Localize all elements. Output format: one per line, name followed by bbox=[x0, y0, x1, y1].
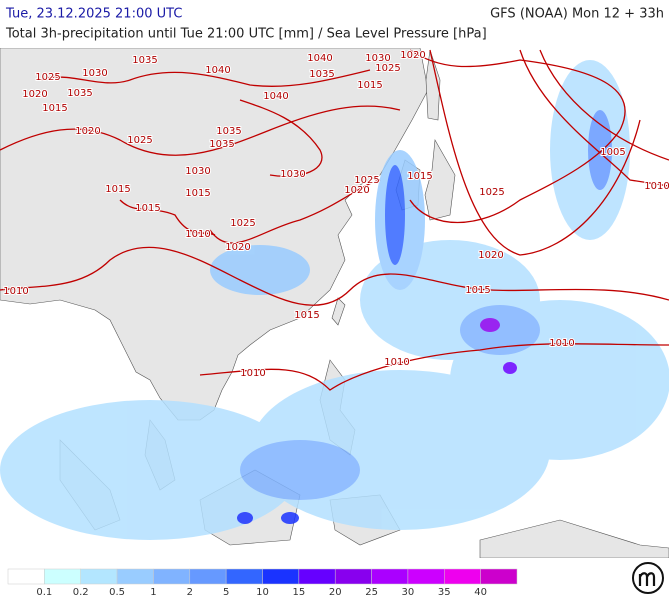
legend: 0.1 0.2 0.5 1 2 5 10 15 20 25 30 35 40 bbox=[7, 568, 518, 598]
legend-swatch bbox=[298, 568, 336, 585]
isobar-label: 1020 bbox=[22, 89, 47, 100]
isobar-label: 1015 bbox=[407, 171, 432, 182]
map-title: Total 3h-precipitation until Tue 21:00 U… bbox=[5, 27, 487, 42]
isobar-label: 1010 bbox=[185, 229, 210, 240]
legend-swatch bbox=[480, 568, 518, 585]
isobar-label: 1025 bbox=[230, 218, 255, 229]
isobar-label: 1015 bbox=[465, 285, 490, 296]
legend-swatch bbox=[262, 568, 300, 585]
isobar-label: 1025 bbox=[354, 175, 379, 186]
legend-swatch bbox=[444, 568, 481, 585]
isobar-label: 1035 bbox=[132, 55, 157, 66]
isobar-label: 1010 bbox=[644, 181, 669, 192]
legend-swatch bbox=[7, 568, 45, 585]
isobar-label: 1040 bbox=[263, 91, 288, 102]
isobar-label: 1015 bbox=[135, 203, 160, 214]
isobar-label: 1010 bbox=[3, 286, 28, 297]
legend-label: 40 bbox=[474, 587, 487, 598]
precipitation bbox=[0, 60, 669, 540]
isobar-label: 1015 bbox=[42, 103, 67, 114]
land-sakhalin bbox=[425, 49, 441, 121]
legend-label: 1 bbox=[150, 587, 156, 598]
legend-label: 0.1 bbox=[36, 587, 52, 598]
logo[interactable] bbox=[632, 562, 664, 594]
land-newguinea bbox=[479, 519, 669, 558]
valid-time: Tue, 23.12.2025 21:00 UTC bbox=[5, 7, 182, 22]
legend-swatch bbox=[225, 568, 263, 585]
legend-swatch bbox=[153, 568, 191, 585]
legend-label: 0.2 bbox=[73, 587, 89, 598]
isobar-label: 1020 bbox=[75, 126, 100, 137]
isobar-label: 1025 bbox=[375, 63, 400, 74]
isobar-label: 1025 bbox=[35, 72, 60, 83]
logo-mark bbox=[638, 572, 656, 586]
legend-swatch bbox=[44, 568, 81, 585]
legend-swatch bbox=[334, 568, 372, 585]
legend-swatch bbox=[189, 568, 227, 585]
isobar-label: 1040 bbox=[307, 53, 332, 64]
isobar-label: 1020 bbox=[478, 250, 503, 261]
isobars bbox=[0, 49, 669, 391]
legend-label: 0.5 bbox=[109, 587, 125, 598]
legend-label: 20 bbox=[329, 587, 342, 598]
isobar-label: 1030 bbox=[82, 68, 107, 79]
isobar-label: 1015 bbox=[105, 184, 130, 195]
legend-swatch bbox=[371, 568, 409, 585]
legend-label: 25 bbox=[365, 587, 378, 598]
legend-swatch bbox=[116, 568, 154, 585]
legend-swatch bbox=[80, 568, 118, 585]
legend-label: 30 bbox=[402, 587, 415, 598]
legend-label: 5 bbox=[223, 587, 229, 598]
legend-label: 2 bbox=[187, 587, 193, 598]
legend-label: 10 bbox=[256, 587, 269, 598]
isobar-label: 1035 bbox=[67, 88, 92, 99]
isobar-label: 1010 bbox=[549, 338, 574, 349]
isobar-label: 1015 bbox=[185, 188, 210, 199]
isobar-label: 1035 bbox=[309, 69, 334, 80]
isobar-label: 1010 bbox=[384, 357, 409, 368]
legend-label: 35 bbox=[438, 587, 451, 598]
isobar-label: 1025 bbox=[479, 187, 504, 198]
isobar-label: 1035 bbox=[216, 126, 241, 137]
isobar-label: 1005 bbox=[600, 147, 625, 158]
isobar-label: 1035 bbox=[209, 139, 234, 150]
isobar-label: 1030 bbox=[365, 53, 390, 64]
legend-swatch bbox=[407, 568, 445, 585]
isobar-label: 1020 bbox=[225, 242, 250, 253]
land-taiwan bbox=[331, 297, 346, 326]
model-run: GFS (NOAA) Mon 12 + 33h bbox=[490, 7, 664, 22]
legend-label: 15 bbox=[292, 587, 305, 598]
isobar-label: 1015 bbox=[294, 310, 319, 321]
isobar-label: 1040 bbox=[205, 65, 230, 76]
isobar-label: 1020 bbox=[344, 185, 369, 196]
isobar-label: 1030 bbox=[280, 169, 305, 180]
isobar-label: 1030 bbox=[185, 166, 210, 177]
isobar-label: 1015 bbox=[357, 80, 382, 91]
isobar-label: 1020 bbox=[400, 50, 425, 61]
isobar-label: 1010 bbox=[240, 368, 265, 379]
isobar-label: 1025 bbox=[127, 135, 152, 146]
